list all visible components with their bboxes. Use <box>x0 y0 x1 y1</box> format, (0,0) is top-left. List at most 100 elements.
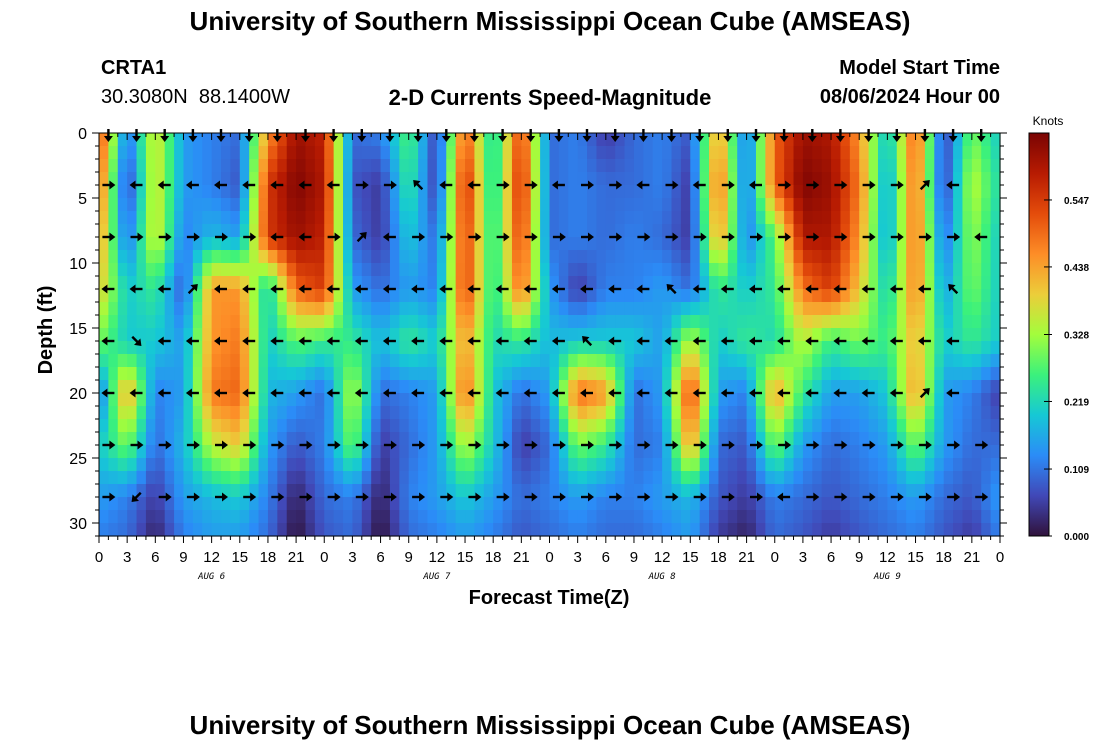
heatmap-cell <box>727 237 738 251</box>
heatmap-cell <box>108 172 119 186</box>
heatmap-cell <box>164 146 175 160</box>
heatmap-cell <box>746 354 757 368</box>
heatmap-cell <box>746 263 757 277</box>
heatmap-cell <box>774 276 785 290</box>
heatmap-cell <box>971 367 982 381</box>
heatmap-cell <box>221 328 231 342</box>
heatmap-cell <box>755 159 766 173</box>
heatmap-cell <box>774 510 785 524</box>
heatmap-cell <box>746 315 757 329</box>
heatmap-cell <box>849 354 860 368</box>
current-arrow <box>778 440 792 450</box>
heatmap-cell <box>455 445 466 459</box>
heatmap-cell <box>117 445 128 459</box>
heatmap-cell <box>709 406 720 420</box>
heatmap-cell <box>211 211 222 225</box>
current-arrow <box>581 180 594 190</box>
heatmap-cell <box>821 172 832 186</box>
heatmap-cell <box>343 367 354 381</box>
heatmap-cell <box>465 380 476 394</box>
heatmap-cell <box>164 276 175 290</box>
heatmap-cell <box>418 185 429 199</box>
heatmap-cell <box>549 510 560 524</box>
current-arrow <box>974 232 988 242</box>
heatmap-cell <box>802 276 813 290</box>
heatmap-cell <box>953 185 964 199</box>
heatmap-cell <box>587 445 598 459</box>
heatmap-cell <box>408 250 419 264</box>
heatmap-cell <box>859 341 870 355</box>
heatmap-cell <box>155 523 166 537</box>
heatmap-cell <box>145 198 156 212</box>
heatmap-cell <box>183 263 194 277</box>
heatmap-cell <box>812 393 823 407</box>
heatmap-cell <box>211 484 222 498</box>
heatmap-cell <box>474 393 485 407</box>
heatmap-cell <box>418 354 429 368</box>
heatmap-cell <box>136 445 147 459</box>
heatmap-cell <box>521 198 532 212</box>
heatmap-cell <box>230 315 241 329</box>
heatmap-cell <box>380 471 391 485</box>
heatmap-cell <box>577 302 588 316</box>
heatmap-cell <box>915 185 926 199</box>
heatmap-cell <box>849 458 860 472</box>
heatmap-cell <box>868 224 879 238</box>
heatmap-cell <box>99 328 109 342</box>
heatmap-cell <box>558 367 569 381</box>
heatmap-cell <box>474 172 485 186</box>
heatmap-cell <box>399 172 410 186</box>
heatmap-cell <box>680 419 691 433</box>
current-arrow <box>439 388 453 398</box>
heatmap-cell <box>361 354 372 368</box>
heatmap-cell <box>371 445 382 459</box>
heatmap-cell <box>840 211 851 225</box>
heatmap-cell <box>249 419 260 433</box>
heatmap-cell <box>436 484 447 498</box>
heatmap-cell <box>436 445 447 459</box>
heatmap-cell <box>802 445 813 459</box>
heatmap-cell <box>615 341 626 355</box>
heatmap-cell <box>333 276 344 290</box>
heatmap-cell <box>549 185 560 199</box>
heatmap-cell <box>633 367 644 381</box>
heatmap-cell <box>427 146 438 160</box>
heatmap-cell <box>296 510 307 524</box>
heatmap-cell <box>868 237 879 251</box>
heatmap-cell <box>399 497 410 511</box>
heatmap-cell <box>699 133 710 147</box>
heatmap-cell <box>408 458 419 472</box>
heatmap-cell <box>174 393 185 407</box>
heatmap-cell <box>389 354 400 368</box>
heatmap-cell <box>765 172 776 186</box>
heatmap-cell <box>915 328 926 342</box>
heatmap-cell <box>671 263 682 277</box>
heatmap-cell <box>117 458 128 472</box>
heatmap-cell <box>399 315 410 329</box>
heatmap-cell <box>802 419 813 433</box>
heatmap-cell <box>934 302 945 316</box>
heatmap-cell <box>305 393 316 407</box>
heatmap-cell <box>812 276 823 290</box>
heatmap-cell <box>230 276 241 290</box>
heatmap-cell <box>136 406 147 420</box>
heatmap-cell <box>352 367 363 381</box>
heatmap-cell <box>690 133 701 147</box>
heatmap-cell <box>971 302 982 316</box>
heatmap-cell <box>727 133 738 147</box>
heatmap-cell <box>117 341 128 355</box>
heatmap-cell <box>174 484 185 498</box>
current-arrow <box>524 492 538 502</box>
heatmap-cell <box>709 302 720 316</box>
heatmap-cell <box>662 328 673 342</box>
heatmap-cell <box>868 393 879 407</box>
x-tick-label: 21 <box>738 549 755 566</box>
heatmap-cell <box>127 523 138 537</box>
current-arrow <box>692 388 706 398</box>
heatmap-cell <box>812 159 823 173</box>
heatmap-cell <box>924 328 935 342</box>
heatmap-cell <box>812 289 823 303</box>
heatmap-cell <box>540 276 551 290</box>
heatmap-cell <box>699 146 710 160</box>
heatmap-cell <box>577 172 588 186</box>
